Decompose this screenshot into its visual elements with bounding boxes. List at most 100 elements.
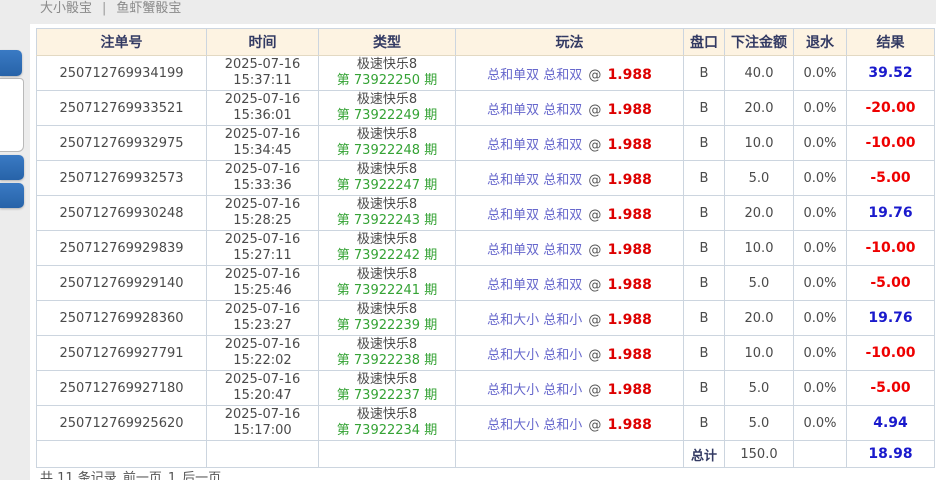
total-empty-order [36, 440, 207, 468]
bet-time: 15:36:01 [233, 108, 292, 123]
result-value: 19.76 [868, 205, 913, 221]
result-value: -20.00 [865, 100, 916, 116]
amount-cell: 10.0 [724, 125, 794, 161]
bet-date: 2025-07-16 [224, 92, 301, 107]
rebate-cell: 0.0% [793, 55, 847, 91]
total-row: 总计 150.0 18.98 [36, 440, 935, 468]
period-number: 第 73922242 期 [336, 248, 438, 263]
at-symbol: @ [588, 417, 602, 433]
play-name: 总和单双 总和双 [487, 172, 583, 188]
game-name: 极速快乐8 [356, 372, 418, 387]
play-name: 总和单双 总和双 [487, 207, 583, 223]
game-name: 极速快乐8 [356, 232, 418, 247]
handicap-cell: B [683, 55, 725, 91]
bet-time: 15:20:47 [233, 388, 292, 403]
play-name: 总和大小 总和小 [487, 347, 583, 363]
amount-cell: 5.0 [724, 265, 794, 301]
play-cell: 总和大小 总和小 @ 1.988 [455, 335, 684, 371]
bet-date: 2025-07-16 [224, 162, 301, 177]
bet-date: 2025-07-16 [224, 302, 301, 317]
at-symbol: @ [588, 172, 602, 188]
table-row: 250712769933521 2025-07-16 15:36:01 极速快乐… [36, 90, 935, 126]
handicap-cell: B [683, 230, 725, 266]
tab-yuxiaxie-shaibao[interactable]: 鱼虾蟹骰宝 [116, 1, 182, 16]
bet-time: 15:34:45 [233, 143, 292, 158]
period-number: 第 73922250 期 [336, 73, 438, 88]
handicap-cell: B [683, 125, 725, 161]
odds-value: 1.988 [607, 416, 652, 433]
sidebar-panel [0, 78, 24, 152]
odds-value: 1.988 [607, 66, 652, 83]
result-value: -10.00 [865, 240, 916, 256]
type-cell: 极速快乐8 第 73922241 期 [318, 265, 456, 301]
amount-cell: 10.0 [724, 335, 794, 371]
play-cell: 总和大小 总和小 @ 1.988 [455, 405, 684, 441]
rebate-cell: 0.0% [793, 230, 847, 266]
sidebar-button-middle[interactable] [0, 155, 24, 180]
at-symbol: @ [588, 102, 602, 118]
result-cell: -5.00 [846, 160, 935, 196]
next-page-link[interactable]: 后一页 [182, 471, 222, 480]
result-cell: 19.76 [846, 300, 935, 336]
total-result: 18.98 [846, 440, 935, 468]
handicap-cell: B [683, 90, 725, 126]
total-rebate-empty [793, 440, 847, 468]
at-symbol: @ [588, 312, 602, 328]
amount-cell: 20.0 [724, 90, 794, 126]
bet-date: 2025-07-16 [224, 407, 301, 422]
prev-page-link[interactable]: 前一页 [122, 471, 162, 480]
game-name: 极速快乐8 [356, 127, 418, 142]
result-cell: -20.00 [846, 90, 935, 126]
result-value: -10.00 [865, 345, 916, 361]
bet-date: 2025-07-16 [224, 372, 301, 387]
table-row: 250712769932573 2025-07-16 15:33:36 极速快乐… [36, 160, 935, 196]
rebate-cell: 0.0% [793, 265, 847, 301]
period-number: 第 73922241 期 [336, 283, 438, 298]
table-row: 250712769927791 2025-07-16 15:22:02 极速快乐… [36, 335, 935, 371]
table-row: 250712769925620 2025-07-16 15:17:00 极速快乐… [36, 405, 935, 441]
rebate-cell: 0.0% [793, 160, 847, 196]
rebate-cell: 0.0% [793, 195, 847, 231]
odds-value: 1.988 [607, 276, 652, 293]
header-result: 结果 [846, 28, 935, 56]
order-no-cell: 250712769928360 [36, 300, 207, 336]
play-cell: 总和单双 总和双 @ 1.988 [455, 90, 684, 126]
table-row: 250712769934199 2025-07-16 15:37:11 极速快乐… [36, 55, 935, 91]
play-name: 总和大小 总和小 [487, 417, 583, 433]
game-name: 极速快乐8 [356, 162, 418, 177]
at-symbol: @ [588, 382, 602, 398]
period-number: 第 73922247 期 [336, 178, 438, 193]
tab-daxiao-shaibao[interactable]: 大小骰宝 [40, 1, 93, 16]
at-symbol: @ [588, 137, 602, 153]
order-no-cell: 250712769933521 [36, 90, 207, 126]
sidebar-button-top[interactable] [0, 50, 22, 76]
play-name: 总和大小 总和小 [487, 382, 583, 398]
order-no-cell: 250712769929140 [36, 265, 207, 301]
at-symbol: @ [588, 347, 602, 363]
bet-date: 2025-07-16 [224, 57, 301, 72]
at-symbol: @ [588, 207, 602, 223]
odds-value: 1.988 [607, 346, 652, 363]
sidebar-button-bottom[interactable] [0, 183, 24, 208]
header-play: 玩法 [455, 28, 684, 56]
type-cell: 极速快乐8 第 73922234 期 [318, 405, 456, 441]
result-cell: -5.00 [846, 265, 935, 301]
play-name: 总和单双 总和双 [487, 67, 583, 83]
type-cell: 极速快乐8 第 73922237 期 [318, 370, 456, 406]
time-cell: 2025-07-16 15:37:11 [206, 55, 319, 91]
bet-records-table: 注单号 时间 类型 玩法 盘口 下注金额 退水 结果 2507127699341… [36, 28, 935, 468]
play-cell: 总和大小 总和小 @ 1.988 [455, 370, 684, 406]
page-number[interactable]: 1 [167, 471, 177, 480]
time-cell: 2025-07-16 15:33:36 [206, 160, 319, 196]
order-no-cell: 250712769934199 [36, 55, 207, 91]
header-handicap: 盘口 [683, 28, 725, 56]
header-type: 类型 [318, 28, 456, 56]
play-cell: 总和大小 总和小 @ 1.988 [455, 300, 684, 336]
game-name: 极速快乐8 [356, 267, 418, 282]
amount-cell: 10.0 [724, 230, 794, 266]
amount-cell: 20.0 [724, 300, 794, 336]
header-time: 时间 [206, 28, 319, 56]
handicap-cell: B [683, 405, 725, 441]
play-cell: 总和单双 总和双 @ 1.988 [455, 160, 684, 196]
result-value: 39.52 [868, 65, 913, 81]
